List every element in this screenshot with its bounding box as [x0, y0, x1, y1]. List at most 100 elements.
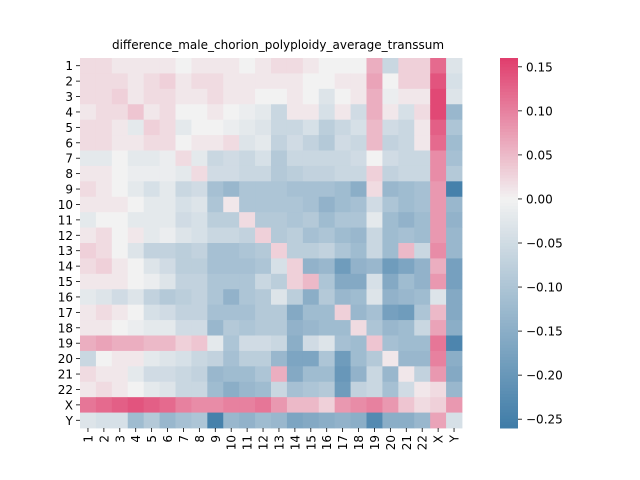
heatmap-cell — [382, 181, 399, 198]
colorbar-segment — [500, 162, 518, 167]
heatmap-cell — [271, 304, 288, 321]
heatmap-cell — [159, 289, 176, 306]
colorbar-segment — [500, 212, 518, 216]
heatmap-cell — [382, 88, 399, 105]
heatmap-cell — [446, 150, 463, 167]
colorbar-segment — [500, 409, 518, 414]
heatmap-cell — [255, 320, 272, 336]
heatmap-cell — [430, 320, 447, 336]
heatmap-cell — [159, 181, 176, 198]
heatmap-cell — [223, 350, 240, 367]
heatmap-cell — [80, 304, 97, 321]
heatmap-cell — [127, 412, 145, 429]
heatmap-cell — [366, 150, 383, 167]
heatmap-cell — [366, 58, 383, 74]
colorbar-segment — [500, 317, 518, 321]
heatmap-cell — [80, 196, 97, 213]
colorbar-segment — [500, 267, 518, 272]
heatmap-cell — [302, 397, 320, 413]
colorbar-segment — [500, 397, 518, 401]
heatmap-cell — [159, 366, 176, 383]
colorbar-segment — [500, 199, 518, 204]
colorbar-segment — [500, 202, 518, 207]
heatmap-cell — [255, 165, 272, 182]
colorbar-segment — [500, 329, 518, 333]
heatmap-cell — [350, 150, 367, 167]
heatmap-cell — [223, 58, 240, 74]
heatmap-cell — [446, 135, 463, 151]
x-tick-label: 6 — [161, 435, 175, 443]
heatmap-cell — [382, 366, 399, 383]
heatmap-cell — [350, 320, 367, 336]
heatmap-cell — [382, 73, 399, 90]
heatmap-cell — [302, 119, 320, 136]
heatmap-cell — [143, 181, 160, 198]
heatmap-cell — [111, 243, 129, 259]
heatmap-cell — [286, 73, 304, 90]
heatmap-cell — [318, 335, 336, 352]
colorbar-segment — [500, 270, 518, 275]
heatmap-cell — [382, 289, 399, 306]
heatmap-cell — [382, 273, 399, 290]
heatmap-cell — [159, 135, 176, 151]
heatmap-cell — [95, 397, 113, 413]
heatmap-cell — [350, 412, 367, 429]
heatmap-cell — [350, 304, 367, 321]
heatmap-cell — [334, 135, 351, 151]
colorbar-segment — [500, 206, 518, 210]
heatmap-cell — [366, 350, 383, 367]
heatmap-cell — [414, 412, 431, 429]
heatmap-cell — [207, 150, 224, 167]
heatmap-cell — [286, 135, 304, 151]
heatmap-cell — [414, 320, 431, 336]
heatmap-cell — [271, 320, 288, 336]
heatmap-cell — [175, 150, 192, 167]
heatmap-cell — [382, 58, 399, 74]
heatmap-cell — [207, 381, 224, 398]
heatmap-cell — [255, 58, 272, 74]
y-tick-label: 13 — [58, 244, 73, 258]
heatmap-cell — [271, 366, 288, 383]
y-tick-label: 9 — [65, 183, 73, 197]
heatmap-cell — [302, 350, 320, 367]
heatmap-cell — [318, 58, 336, 74]
heatmap-cell — [143, 119, 160, 136]
heatmap-cell — [414, 350, 431, 367]
heatmap-cell — [159, 335, 176, 352]
heatmap-cell — [239, 304, 256, 321]
heatmap-cell — [239, 320, 256, 336]
heatmap-cell — [191, 412, 208, 429]
heatmap-cell — [143, 320, 160, 336]
heatmap-cell — [127, 366, 145, 383]
heatmap-cell — [414, 58, 431, 74]
heatmap-cell — [95, 212, 113, 228]
heatmap-cell — [446, 335, 463, 352]
heatmap-cell — [159, 258, 176, 275]
heatmap-cell — [223, 397, 240, 413]
heatmap-cell — [255, 243, 272, 259]
heatmap-cell — [446, 212, 463, 228]
heatmap-cell — [446, 397, 463, 413]
heatmap-cell — [143, 412, 160, 429]
heatmap-cell — [350, 73, 367, 90]
heatmap-cell — [302, 412, 320, 429]
heatmap-cell — [414, 304, 431, 321]
colorbar-segment — [500, 135, 518, 139]
heatmap-cell — [223, 212, 240, 228]
colorbar-segment — [500, 122, 518, 127]
heatmap-cell — [414, 243, 431, 259]
heatmap-cell — [318, 227, 336, 244]
heatmap-cell — [398, 104, 415, 121]
colorbar-segment — [500, 58, 518, 62]
heatmap-cell — [207, 243, 224, 259]
heatmap-cell — [271, 88, 288, 105]
colorbar-tick-label: −0.25 — [526, 413, 563, 427]
heatmap-cell — [350, 165, 367, 182]
heatmap-cell — [207, 304, 224, 321]
heatmap-cell — [271, 381, 288, 398]
heatmap-cell — [255, 335, 272, 352]
heatmap-cell — [398, 73, 415, 90]
heatmap-cell — [159, 212, 176, 228]
heatmap-cell — [127, 381, 145, 398]
heatmap-cell — [414, 135, 431, 151]
